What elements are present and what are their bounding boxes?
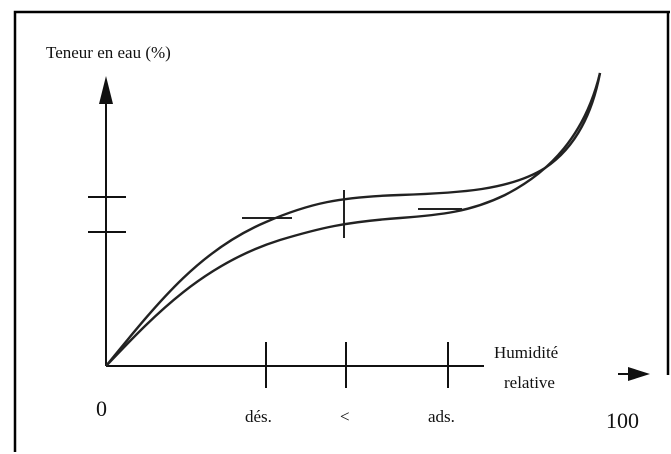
y-axis-label: Teneur en eau (%) — [46, 43, 171, 62]
tick-label-des: dés. — [245, 407, 272, 426]
tick-label-ads: ads. — [428, 407, 455, 426]
tick-label-mid: < — [340, 407, 350, 426]
frame-border — [13, 10, 670, 452]
desorption-curve — [105, 72, 602, 367]
adsorption-curve — [105, 72, 602, 367]
x-start-label: 0 — [96, 396, 107, 421]
x-axis-arrowhead — [628, 367, 650, 381]
x-end-label: 100 — [606, 408, 639, 433]
x-axis-label-line1: Humidité — [494, 343, 558, 362]
x-axis-label-line2: relative — [504, 373, 555, 392]
y-axis-arrowhead — [99, 76, 113, 104]
